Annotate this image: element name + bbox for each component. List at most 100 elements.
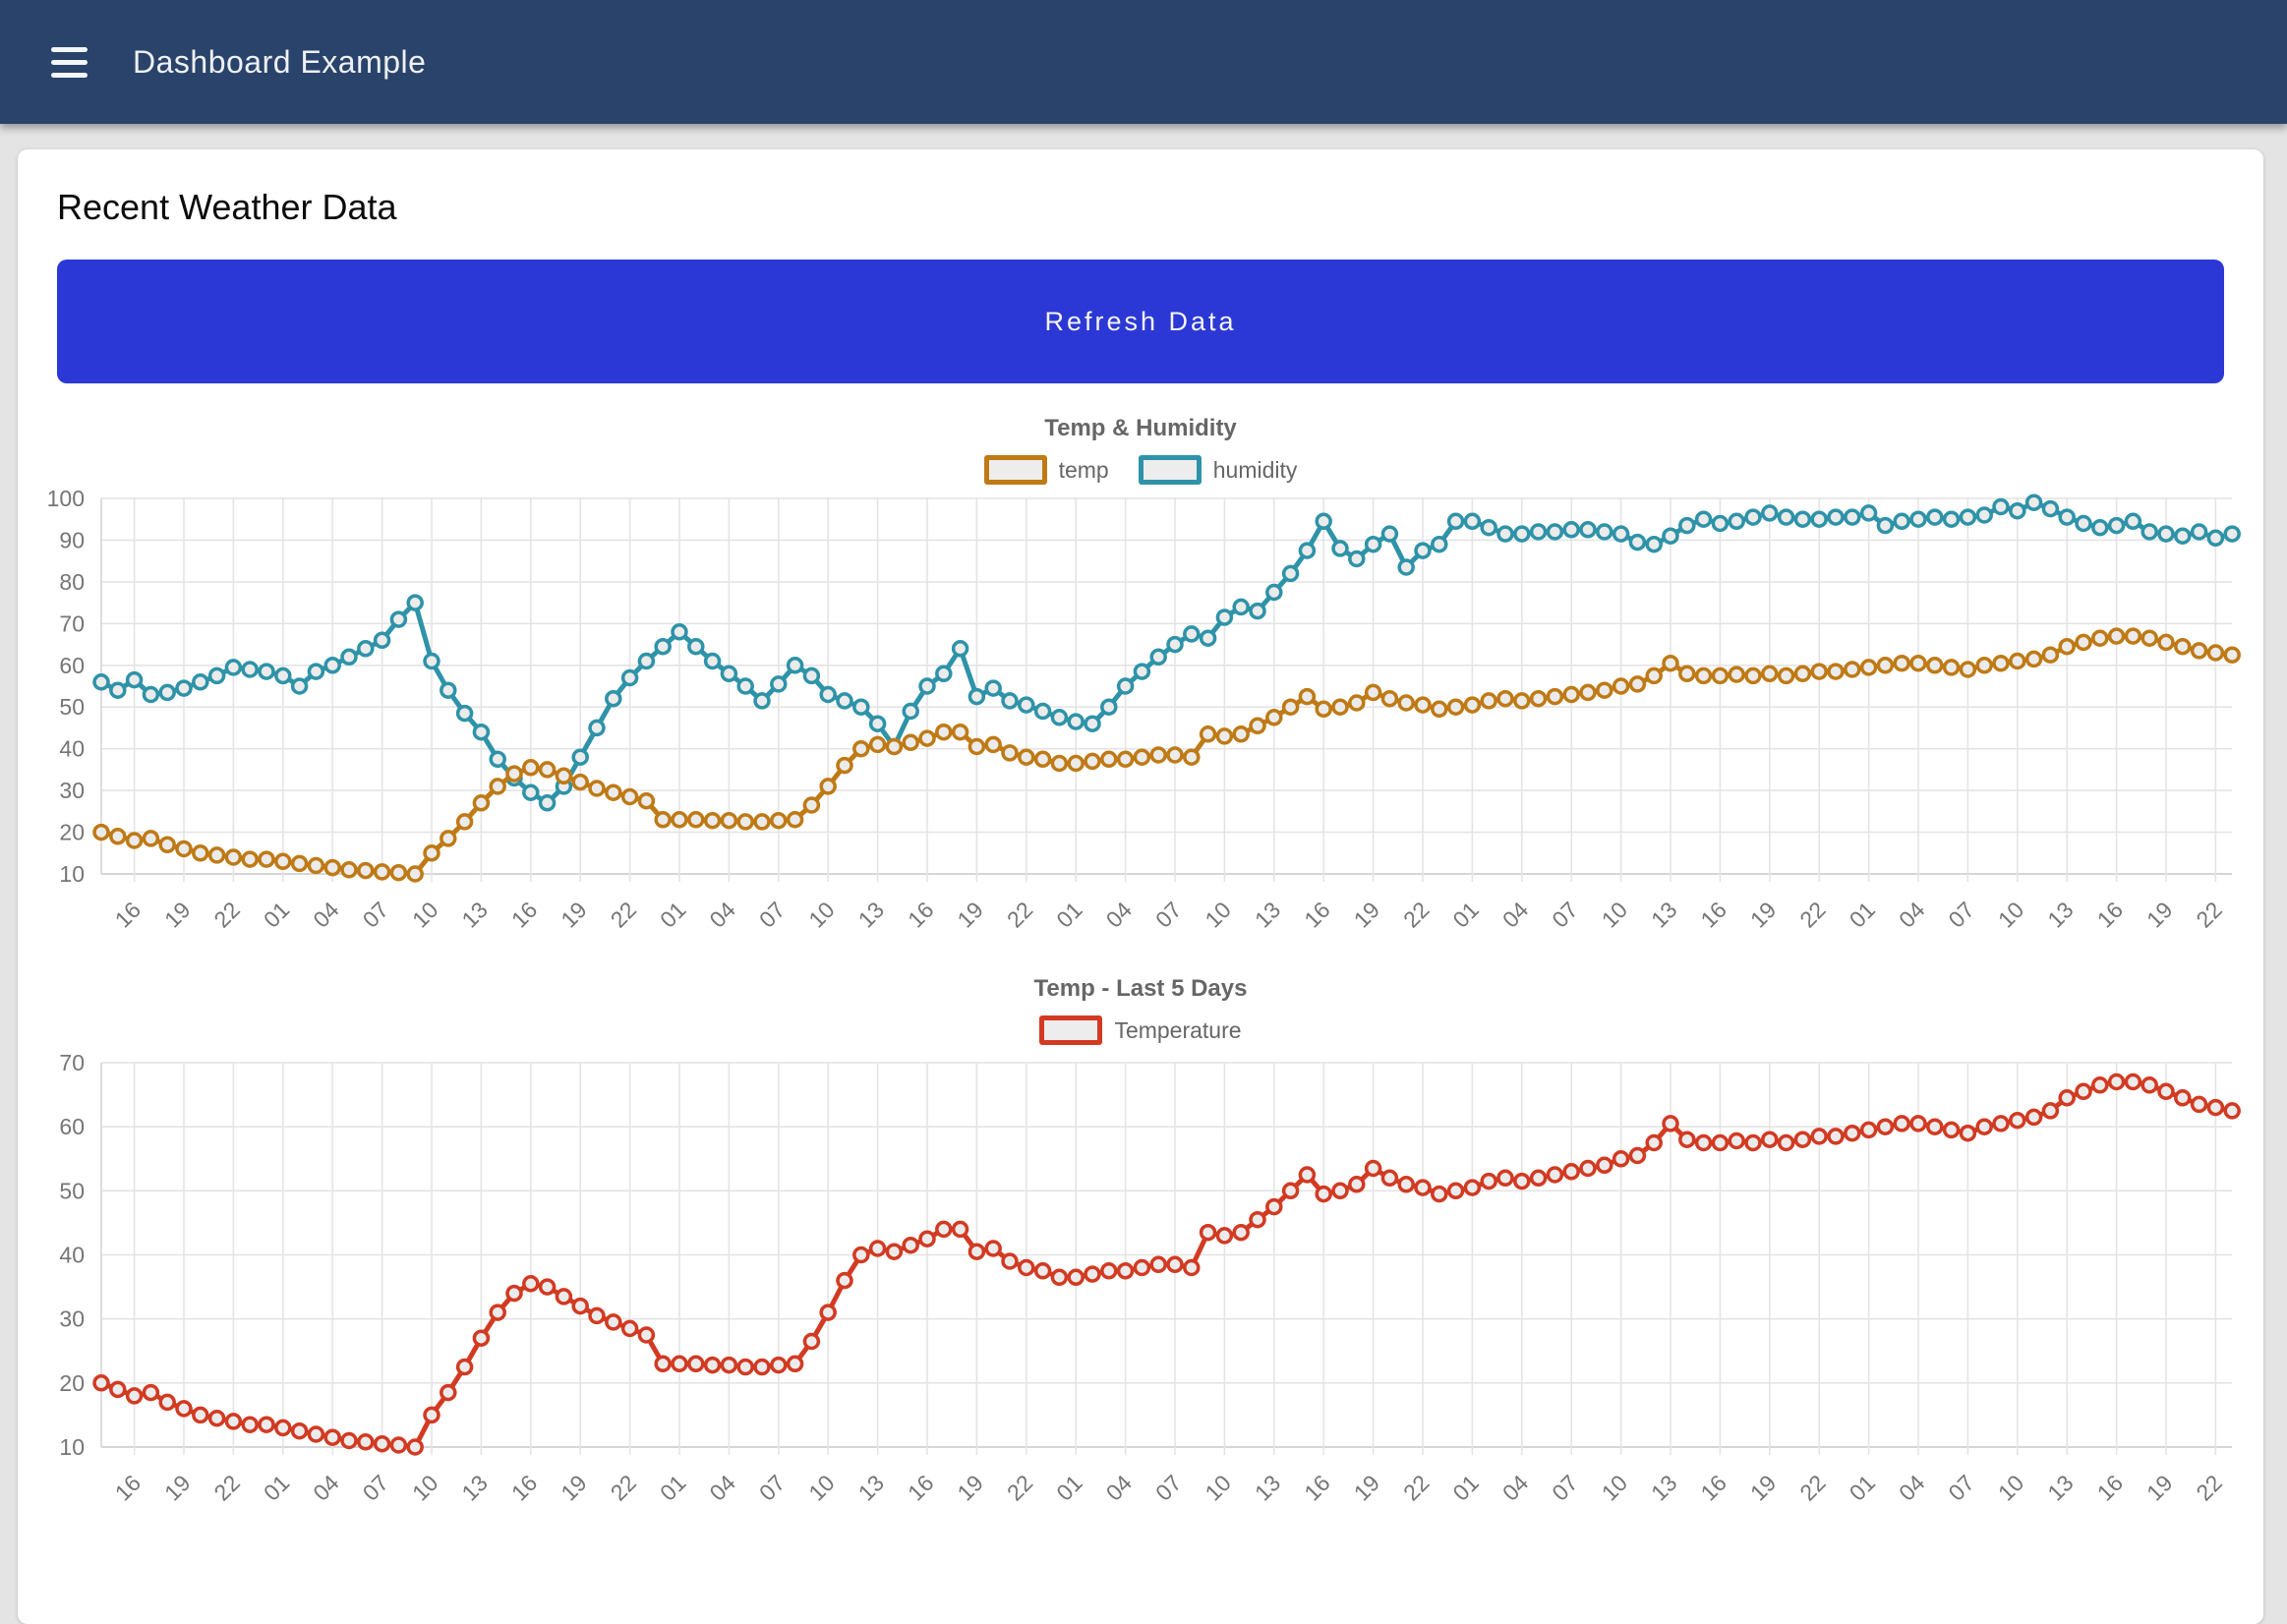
svg-text:10: 10	[1597, 897, 1632, 932]
svg-text:22: 22	[2191, 1470, 2226, 1505]
svg-text:01: 01	[1447, 897, 1483, 932]
svg-text:80: 80	[59, 569, 85, 595]
chart-section-temp-humidity: Temp & Humidity temp humidity 10 20 30 40 50 6…	[18, 415, 2263, 959]
svg-text:22: 22	[606, 1470, 641, 1505]
svg-text:07: 07	[358, 897, 393, 932]
svg-text:01: 01	[655, 897, 690, 932]
svg-text:04: 04	[1101, 1470, 1138, 1506]
svg-text:04: 04	[1894, 1470, 1930, 1506]
svg-text:19: 19	[1745, 897, 1781, 932]
svg-text:04: 04	[704, 897, 740, 933]
svg-text:19: 19	[556, 897, 591, 932]
svg-text:10: 10	[1993, 1470, 2028, 1505]
chart-legend: Temperature	[18, 1015, 2263, 1045]
legend-swatch	[1138, 455, 1202, 485]
svg-text:07: 07	[754, 1470, 790, 1505]
svg-text:100: 100	[47, 486, 85, 511]
header-bar: Dashboard Example	[0, 0, 2287, 124]
svg-text:10: 10	[1200, 1470, 1235, 1505]
hamburger-bar	[51, 59, 88, 65]
svg-text:01: 01	[655, 1470, 690, 1505]
svg-text:16: 16	[1299, 1470, 1334, 1505]
svg-text:22: 22	[208, 897, 244, 932]
svg-text:10: 10	[1993, 897, 2028, 932]
svg-text:19: 19	[556, 1470, 591, 1505]
svg-text:04: 04	[1101, 897, 1138, 933]
svg-text:13: 13	[2042, 897, 2078, 932]
temp-humidity-line-chart[interactable]: 10 20 30 40 50 60 70 80 90 100 16 19 22 01 04 07 10 13 16 1…	[29, 485, 2263, 959]
legend-swatch	[1039, 1015, 1103, 1045]
svg-text:04: 04	[1497, 1470, 1534, 1506]
chart-title: Temp & Humidity	[1044, 415, 1237, 441]
svg-text:30: 30	[59, 1306, 85, 1332]
temperature-line-chart[interactable]: 10 20 30 40 50 60 70 16 19 22 01 04 07 10 13 16 19 22 01 04…	[29, 1045, 2263, 1534]
legend-item-humidity[interactable]: humidity	[1138, 455, 1297, 485]
legend-swatch	[983, 455, 1047, 485]
hamburger-bar	[51, 72, 88, 78]
svg-text:04: 04	[1497, 897, 1534, 933]
svg-text:19: 19	[1349, 1470, 1384, 1505]
app-title: Dashboard Example	[133, 43, 427, 80]
svg-text:01: 01	[1845, 1470, 1880, 1505]
svg-text:22: 22	[2191, 897, 2226, 932]
svg-text:60: 60	[59, 653, 85, 678]
svg-text:13: 13	[2042, 1470, 2078, 1505]
svg-text:13: 13	[456, 1470, 492, 1505]
svg-text:60: 60	[59, 1114, 85, 1139]
svg-text:40: 40	[59, 1243, 85, 1268]
svg-text:07: 07	[1547, 1470, 1582, 1505]
chart-section-temp-5days: Temp - Last 5 Days Temperature 10 20 30 40 5…	[18, 975, 2263, 1534]
svg-text:01: 01	[1447, 1470, 1483, 1505]
svg-text:04: 04	[704, 1470, 740, 1506]
svg-text:04: 04	[308, 1470, 344, 1506]
svg-text:16: 16	[2092, 1470, 2128, 1505]
svg-text:13: 13	[853, 1470, 889, 1505]
svg-text:13: 13	[1250, 1470, 1285, 1505]
svg-text:13: 13	[456, 897, 492, 932]
svg-text:01: 01	[1051, 1470, 1086, 1505]
svg-text:19: 19	[159, 1470, 195, 1505]
svg-text:13: 13	[1646, 897, 1681, 932]
svg-text:10: 10	[803, 897, 839, 932]
svg-text:07: 07	[1150, 897, 1186, 932]
svg-text:04: 04	[308, 897, 344, 933]
svg-text:19: 19	[159, 897, 195, 932]
svg-text:01: 01	[259, 897, 294, 932]
refresh-data-button[interactable]: Refresh Data	[57, 260, 2224, 383]
svg-text:19: 19	[1745, 1470, 1781, 1505]
hamburger-menu-icon[interactable]	[51, 46, 88, 78]
svg-text:22: 22	[1002, 897, 1037, 932]
content-card: Recent Weather Data Refresh Data Temp & …	[18, 149, 2263, 1624]
svg-text:16: 16	[903, 1470, 938, 1505]
svg-text:19: 19	[2141, 1470, 2177, 1505]
legend-label: temp	[1058, 456, 1109, 483]
svg-text:70: 70	[59, 1050, 85, 1075]
svg-text:10: 10	[59, 861, 85, 887]
hamburger-bar	[51, 46, 88, 52]
svg-text:07: 07	[1150, 1470, 1186, 1505]
svg-text:22: 22	[1794, 1470, 1830, 1505]
chart-title: Temp - Last 5 Days	[1033, 975, 1248, 1002]
svg-text:01: 01	[259, 1470, 294, 1505]
page-title: Recent Weather Data	[57, 187, 397, 227]
svg-text:04: 04	[1894, 897, 1930, 933]
svg-text:50: 50	[59, 1178, 85, 1203]
svg-text:22: 22	[606, 897, 641, 932]
svg-text:13: 13	[1250, 897, 1285, 932]
svg-text:16: 16	[1695, 1470, 1730, 1505]
svg-text:16: 16	[110, 897, 146, 932]
svg-text:16: 16	[110, 1470, 146, 1505]
chart-legend: temp humidity	[18, 455, 2263, 485]
svg-text:01: 01	[1845, 897, 1880, 932]
svg-text:07: 07	[1943, 1470, 1978, 1505]
svg-text:50: 50	[59, 694, 85, 720]
svg-text:10: 10	[1597, 1470, 1632, 1505]
svg-text:30: 30	[59, 778, 85, 803]
legend-item-temperature[interactable]: Temperature	[1039, 1015, 1242, 1045]
svg-text:07: 07	[358, 1470, 393, 1505]
svg-text:22: 22	[208, 1470, 244, 1505]
legend-item-temp[interactable]: temp	[983, 455, 1109, 485]
svg-text:07: 07	[1943, 897, 1978, 932]
svg-text:22: 22	[1398, 897, 1434, 932]
svg-text:19: 19	[1349, 897, 1384, 932]
